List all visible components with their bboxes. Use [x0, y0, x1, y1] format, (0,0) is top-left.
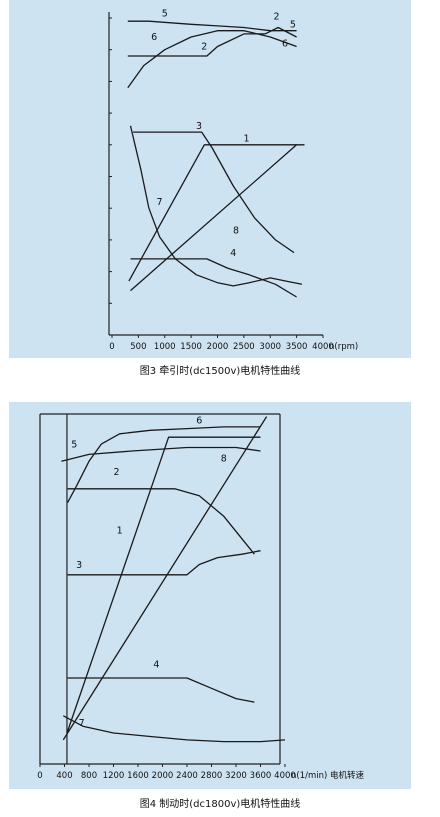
x-tick-label: 1200	[103, 771, 125, 781]
curve-label: 5	[162, 8, 168, 19]
chart-panel-traction	[9, 0, 411, 358]
braking-chart: 0 400 800 1200 1600 2000 2400 2800 3200 3600 4000n…	[37, 413, 365, 781]
series-7-line	[62, 715, 286, 743]
x-tick-label: 500	[130, 342, 146, 352]
series-5-line	[127, 20, 297, 32]
curve-label: 6	[196, 415, 202, 426]
x-tick-label: 1600	[127, 771, 149, 781]
series-1-line	[66, 436, 261, 734]
curve-label: 5	[71, 440, 77, 451]
curve-label: 3	[196, 121, 202, 132]
figure-caption-traction: 图3 牵引时(dc1500v)电机特性曲线	[139, 366, 301, 377]
series-2-line	[67, 488, 255, 555]
x-tick-label: 800	[81, 771, 97, 781]
curve-label: 2	[201, 42, 207, 53]
figure-caption-braking: 图4 制动时(dc1800v)电机特性曲线	[139, 799, 301, 810]
x-tick-label: 1500	[180, 342, 202, 352]
series-6-line	[67, 426, 261, 503]
series-3-line	[67, 550, 261, 576]
x-axis-label: n(rpm)	[329, 342, 358, 352]
chart-panel-braking	[9, 402, 411, 789]
curve-label: 5	[290, 20, 296, 31]
x-tick-label: 3500	[286, 342, 308, 352]
curve-label: 7	[79, 718, 85, 729]
curve-label: 1	[117, 526, 123, 537]
x-tick-label: 3600	[250, 771, 272, 781]
x-tick-label: 4000	[312, 342, 334, 352]
series-7-line	[129, 125, 303, 287]
series-4-line	[130, 258, 297, 298]
curve-label: 2	[274, 12, 280, 23]
x-tick-label: 0	[109, 342, 114, 352]
curve-label: 6	[282, 39, 288, 50]
curve-label: 8	[233, 226, 239, 237]
x-tick-label: 3000	[259, 342, 281, 352]
series-1-line	[128, 144, 305, 282]
curve-label: 3	[76, 560, 82, 571]
series-6-line	[127, 30, 297, 89]
curve-label: 4	[153, 660, 159, 671]
series-3-line	[133, 131, 295, 254]
x-tick-label: 4000	[274, 771, 296, 781]
series-4-line	[67, 677, 255, 703]
curve-label: 7	[156, 197, 162, 208]
series-8-line	[62, 416, 268, 741]
x-tick-label: 0	[37, 771, 42, 781]
x-tick-label: 400	[56, 771, 72, 781]
curve-label: 2	[114, 467, 120, 478]
x-tick-label: 2400	[176, 771, 198, 781]
curve-label: 6	[151, 32, 157, 43]
series-2-line	[127, 26, 297, 57]
x-tick-label: 1000	[154, 342, 176, 352]
x-tick-label: 2500	[233, 342, 255, 352]
curve-label: 8	[221, 453, 227, 464]
curve-label: 1	[243, 134, 249, 145]
x-tick-label: 3200	[225, 771, 247, 781]
series-8-line	[130, 144, 298, 292]
x-axis-label: n(1/min) 电机转速	[291, 770, 365, 781]
x-tick-label: 2000	[152, 771, 174, 781]
x-tick-label: 2800	[201, 771, 223, 781]
x-tick-label: 2000	[207, 342, 229, 352]
series-5-line	[61, 446, 261, 462]
curve-label: 4	[230, 248, 236, 259]
